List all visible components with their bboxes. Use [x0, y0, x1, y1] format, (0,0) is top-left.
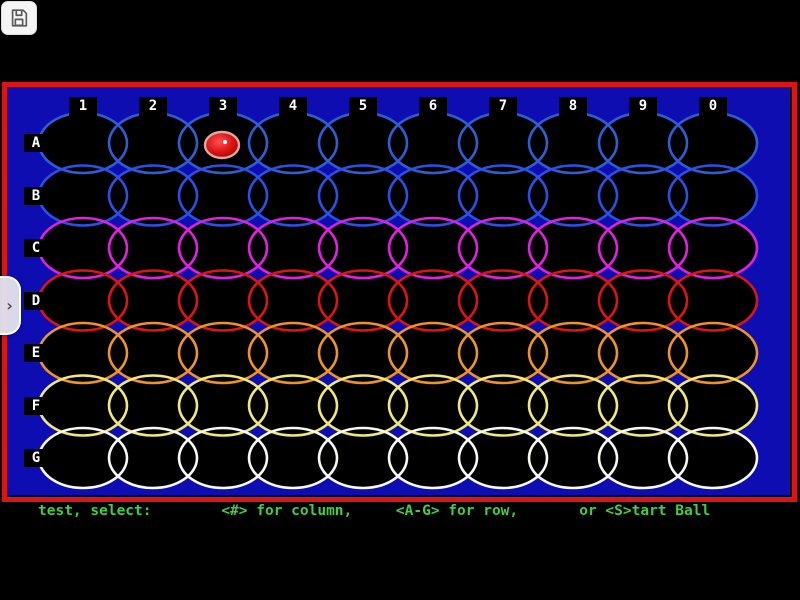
grid-cell-B3 — [177, 164, 269, 227]
grid-cell-B9 — [597, 164, 689, 227]
playfield — [2, 82, 797, 502]
grid-cell-G3 — [177, 426, 269, 490]
grid-cell-F4 — [247, 374, 339, 437]
grid-cell-F6 — [387, 374, 479, 437]
grid-cell-F2 — [107, 374, 199, 437]
grid-cell-F3 — [177, 374, 269, 437]
grid-cell-C4 — [247, 216, 339, 280]
grid-cell-E6 — [387, 321, 479, 385]
column-header-7: 7 — [489, 97, 517, 116]
row-label-D: D — [24, 291, 48, 310]
column-header-6: 6 — [419, 97, 447, 116]
grid-cell-E9 — [597, 321, 689, 385]
grid-cell-G4 — [247, 426, 339, 490]
row-label-B: B — [24, 186, 48, 205]
grid-cell-C0 — [667, 216, 759, 280]
grid-cell-D6 — [387, 269, 479, 332]
grid-cell-G6 — [387, 426, 479, 490]
grid-cell-F9 — [597, 374, 689, 437]
column-header-5: 5 — [349, 97, 377, 116]
save-button[interactable] — [1, 1, 37, 35]
grid-cell-D0 — [667, 269, 759, 332]
grid-cell-D7 — [457, 269, 549, 332]
row-label-C: C — [24, 239, 48, 257]
grid-cell-E4 — [247, 321, 339, 385]
column-header-2: 2 — [139, 97, 167, 116]
panel-expand-tab[interactable]: › — [0, 276, 21, 335]
grid-cell-B7 — [457, 164, 549, 227]
grid-cell-F7 — [457, 374, 549, 437]
column-header-3: 3 — [209, 97, 237, 116]
grid-cell-G2 — [107, 426, 199, 490]
grid-cell-G5 — [317, 426, 409, 490]
grid-cell-E7 — [457, 321, 549, 385]
grid-cell-B2 — [107, 164, 199, 227]
grid-cell-B6 — [387, 164, 479, 227]
grid-cell-C3 — [177, 216, 269, 280]
ball-grid — [37, 111, 759, 490]
grid-cell-D3 — [177, 269, 269, 332]
grid-cell-B4 — [247, 164, 339, 227]
column-header-8: 8 — [559, 97, 587, 116]
grid-cell-D9 — [597, 269, 689, 332]
grid-cell-G7 — [457, 426, 549, 490]
row-label-F: F — [24, 396, 48, 415]
grid-cell-D4 — [247, 269, 339, 332]
grid-cell-G9 — [597, 426, 689, 490]
floppy-disk-icon — [11, 9, 28, 27]
grid-cell-C6 — [387, 216, 479, 280]
grid-cell-C2 — [107, 216, 199, 280]
grid-cell-D2 — [107, 269, 199, 332]
grid-cell-C8 — [527, 216, 619, 280]
grid-cell-C5 — [317, 216, 409, 280]
grid-cell-E2 — [107, 321, 199, 385]
status-prompt: test, select: <#> for column, <A-G> for … — [38, 503, 711, 519]
column-header-9: 9 — [629, 97, 657, 116]
grid-cell-E3 — [177, 321, 269, 385]
grid-cell-E8 — [527, 321, 619, 385]
row-label-G: G — [24, 449, 48, 467]
column-header-4: 4 — [279, 97, 307, 116]
grid-cell-B0 — [667, 164, 759, 227]
row-label-A: A — [24, 134, 48, 152]
grid-cell-F5 — [317, 374, 409, 437]
grid-cell-D5 — [317, 269, 409, 332]
grid-cell-G0 — [667, 426, 759, 490]
grid-cell-D8 — [527, 269, 619, 332]
row-label-E: E — [24, 344, 48, 362]
chevron-right-icon: › — [6, 295, 13, 315]
grid-cell-F8 — [527, 374, 619, 437]
grid-cell-E5 — [317, 321, 409, 385]
ball — [203, 130, 241, 160]
grid-cell-C9 — [597, 216, 689, 280]
grid-cell-C7 — [457, 216, 549, 280]
grid-cell-B5 — [317, 164, 409, 227]
grid-cell-G8 — [527, 426, 619, 490]
column-header-0: 0 — [699, 97, 727, 116]
grid-cell-B8 — [527, 164, 619, 227]
grid-cell-E0 — [667, 321, 759, 385]
grid-cell-F0 — [667, 374, 759, 437]
column-header-1: 1 — [69, 97, 97, 116]
